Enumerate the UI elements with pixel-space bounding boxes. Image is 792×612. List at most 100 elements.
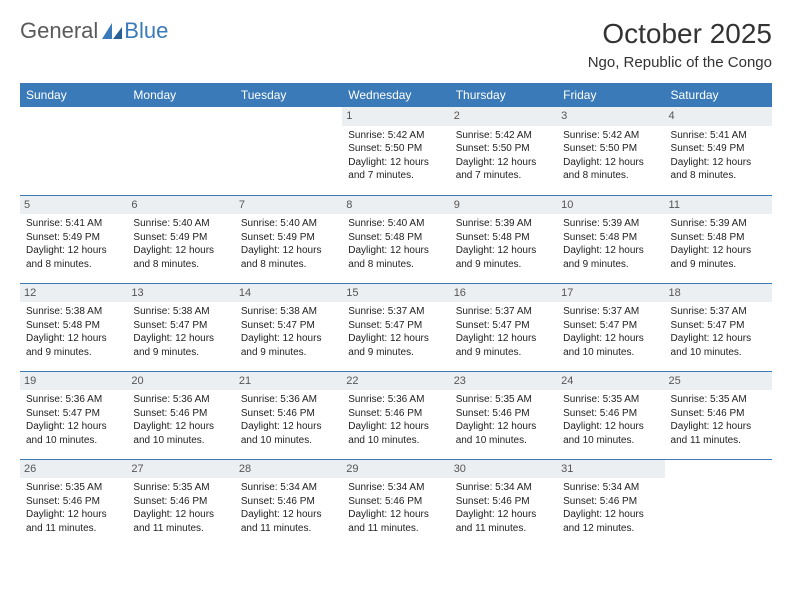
sunrise-line: Sunrise: 5:40 AM (133, 217, 228, 231)
day-cell: 28Sunrise: 5:34 AMSunset: 5:46 PMDayligh… (235, 459, 342, 547)
sunset-line: Sunset: 5:46 PM (456, 495, 551, 509)
logo-sail-icon (102, 23, 122, 39)
day-cell: 13Sunrise: 5:38 AMSunset: 5:47 PMDayligh… (127, 283, 234, 371)
day-cell: 26Sunrise: 5:35 AMSunset: 5:46 PMDayligh… (20, 459, 127, 547)
daylight-line: Daylight: 12 hours and 8 minutes. (26, 244, 121, 271)
sunset-line: Sunset: 5:46 PM (563, 407, 658, 421)
calendar-row: 5 Sunrise: 5:41 AM Sunset: 5:49 PM Daylight… (20, 195, 772, 283)
sunrise-line: Sunrise: 5:41 AM (26, 217, 121, 231)
sunset-line: Sunset: 5:47 PM (241, 319, 336, 333)
daylight-line: Daylight: 12 hours and 9 minutes. (456, 332, 551, 359)
sunset-line: Sunset: 5:47 PM (133, 319, 228, 333)
day-header-tue: Tuesday (235, 83, 342, 107)
day-number: 1 (342, 107, 449, 126)
sunset-line: Sunset: 5:48 PM (26, 319, 121, 333)
empty-cell (665, 459, 772, 547)
empty-cell (127, 107, 234, 195)
day-number: 24 (557, 372, 664, 391)
day-number: 20 (127, 372, 234, 391)
calendar-row: 26Sunrise: 5:35 AMSunset: 5:46 PMDayligh… (20, 459, 772, 547)
sunrise-line: Sunrise: 5:34 AM (241, 481, 336, 495)
day-number: 19 (20, 372, 127, 391)
day-number: 18 (665, 284, 772, 303)
sunset-line: Sunset: 5:46 PM (348, 495, 443, 509)
day-cell: 5Sunrise: 5:41 AMSunset: 5:49 PMDaylight… (20, 195, 127, 283)
day-number: 11 (665, 196, 772, 215)
daylight-line: Daylight: 12 hours and 11 minutes. (456, 508, 551, 535)
day-cell: 6Sunrise: 5:40 AMSunset: 5:49 PMDaylight… (127, 195, 234, 283)
sunset-line: Sunset: 5:46 PM (456, 407, 551, 421)
day-cell: 16Sunrise: 5:37 AMSunset: 5:47 PMDayligh… (450, 283, 557, 371)
sunrise-line: Sunrise: 5:38 AM (241, 305, 336, 319)
sunset-line: Sunset: 5:47 PM (26, 407, 121, 421)
day-number: 15 (342, 284, 449, 303)
day-number: 4 (665, 107, 772, 126)
day-number: 6 (127, 196, 234, 215)
day-header-mon: Monday (127, 83, 234, 107)
daylight-line: Daylight: 12 hours and 11 minutes. (671, 420, 766, 447)
sunrise-line: Sunrise: 5:35 AM (456, 393, 551, 407)
day-number: 14 (235, 284, 342, 303)
sunrise-line: Sunrise: 5:40 AM (348, 217, 443, 231)
day-number: 27 (127, 460, 234, 479)
daylight-line: Daylight: 12 hours and 7 minutes. (456, 156, 551, 183)
month-title: October 2025 (588, 18, 772, 50)
sunset-line: Sunset: 5:46 PM (241, 407, 336, 421)
day-header-sat: Saturday (665, 83, 772, 107)
day-cell: 15Sunrise: 5:37 AMSunset: 5:47 PMDayligh… (342, 283, 449, 371)
daylight-line: Daylight: 12 hours and 9 minutes. (26, 332, 121, 359)
sunrise-line: Sunrise: 5:38 AM (26, 305, 121, 319)
daylight-line: Daylight: 12 hours and 10 minutes. (456, 420, 551, 447)
daylight-line: Daylight: 12 hours and 9 minutes. (456, 244, 551, 271)
sunset-line: Sunset: 5:46 PM (671, 407, 766, 421)
day-number: 10 (557, 196, 664, 215)
empty-cell (20, 107, 127, 195)
daylight-line: Daylight: 12 hours and 10 minutes. (241, 420, 336, 447)
sunset-line: Sunset: 5:47 PM (348, 319, 443, 333)
daylight-line: Daylight: 12 hours and 9 minutes. (671, 244, 766, 271)
empty-cell (235, 107, 342, 195)
day-number: 26 (20, 460, 127, 479)
sunset-line: Sunset: 5:48 PM (563, 231, 658, 245)
day-cell: 20Sunrise: 5:36 AMSunset: 5:46 PMDayligh… (127, 371, 234, 459)
sunrise-line: Sunrise: 5:34 AM (563, 481, 658, 495)
day-header-fri: Friday (557, 83, 664, 107)
day-cell: 7Sunrise: 5:40 AMSunset: 5:49 PMDaylight… (235, 195, 342, 283)
day-cell: 19Sunrise: 5:36 AMSunset: 5:47 PMDayligh… (20, 371, 127, 459)
sunset-line: Sunset: 5:46 PM (241, 495, 336, 509)
sunrise-line: Sunrise: 5:37 AM (563, 305, 658, 319)
day-number: 13 (127, 284, 234, 303)
day-number: 9 (450, 196, 557, 215)
daylight-line: Daylight: 12 hours and 11 minutes. (241, 508, 336, 535)
sunset-line: Sunset: 5:50 PM (456, 142, 551, 156)
sunset-line: Sunset: 5:46 PM (133, 495, 228, 509)
day-cell: 22Sunrise: 5:36 AMSunset: 5:46 PMDayligh… (342, 371, 449, 459)
location: Ngo, Republic of the Congo (588, 54, 772, 71)
day-number: 30 (450, 460, 557, 479)
day-number: 5 (20, 196, 127, 215)
daylight-line: Daylight: 12 hours and 8 minutes. (348, 244, 443, 271)
sunrise-line: Sunrise: 5:42 AM (348, 129, 443, 143)
sunset-line: Sunset: 5:46 PM (26, 495, 121, 509)
day-cell: 12Sunrise: 5:38 AMSunset: 5:48 PMDayligh… (20, 283, 127, 371)
daylight-line: Daylight: 12 hours and 10 minutes. (26, 420, 121, 447)
sunrise-line: Sunrise: 5:37 AM (671, 305, 766, 319)
day-cell: 14 Sunrise: 5:38 AMSunset: 5:47 PMDayligh… (235, 283, 342, 371)
day-cell: 9Sunrise: 5:39 AMSunset: 5:48 PMDaylight… (450, 195, 557, 283)
day-header-thu: Thursday (450, 83, 557, 107)
sunset-line: Sunset: 5:49 PM (133, 231, 228, 245)
sunset-line: Sunset: 5:50 PM (563, 142, 658, 156)
calendar-row: 1Sunrise: 5:42 AMSunset: 5:50 PMDaylight… (20, 107, 772, 195)
title-block: October 2025 Ngo, Republic of the Congo (588, 18, 772, 71)
sunrise-line: Sunrise: 5:34 AM (456, 481, 551, 495)
daylight-line: Daylight: 12 hours and 11 minutes. (348, 508, 443, 535)
sunrise-line: Sunrise: 5:35 AM (26, 481, 121, 495)
daylight-line: Daylight: 12 hours and 9 minutes. (241, 332, 336, 359)
day-number: 2 (450, 107, 557, 126)
sunrise-line: Sunrise: 5:39 AM (456, 217, 551, 231)
daylight-line: Daylight: 12 hours and 8 minutes. (241, 244, 336, 271)
day-cell: 23Sunrise: 5:35 AMSunset: 5:46 PMDayligh… (450, 371, 557, 459)
calendar-table: Sunday Monday Tuesday Wednesday Thursday… (20, 83, 772, 547)
sunset-line: Sunset: 5:47 PM (671, 319, 766, 333)
sunrise-line: Sunrise: 5:34 AM (348, 481, 443, 495)
